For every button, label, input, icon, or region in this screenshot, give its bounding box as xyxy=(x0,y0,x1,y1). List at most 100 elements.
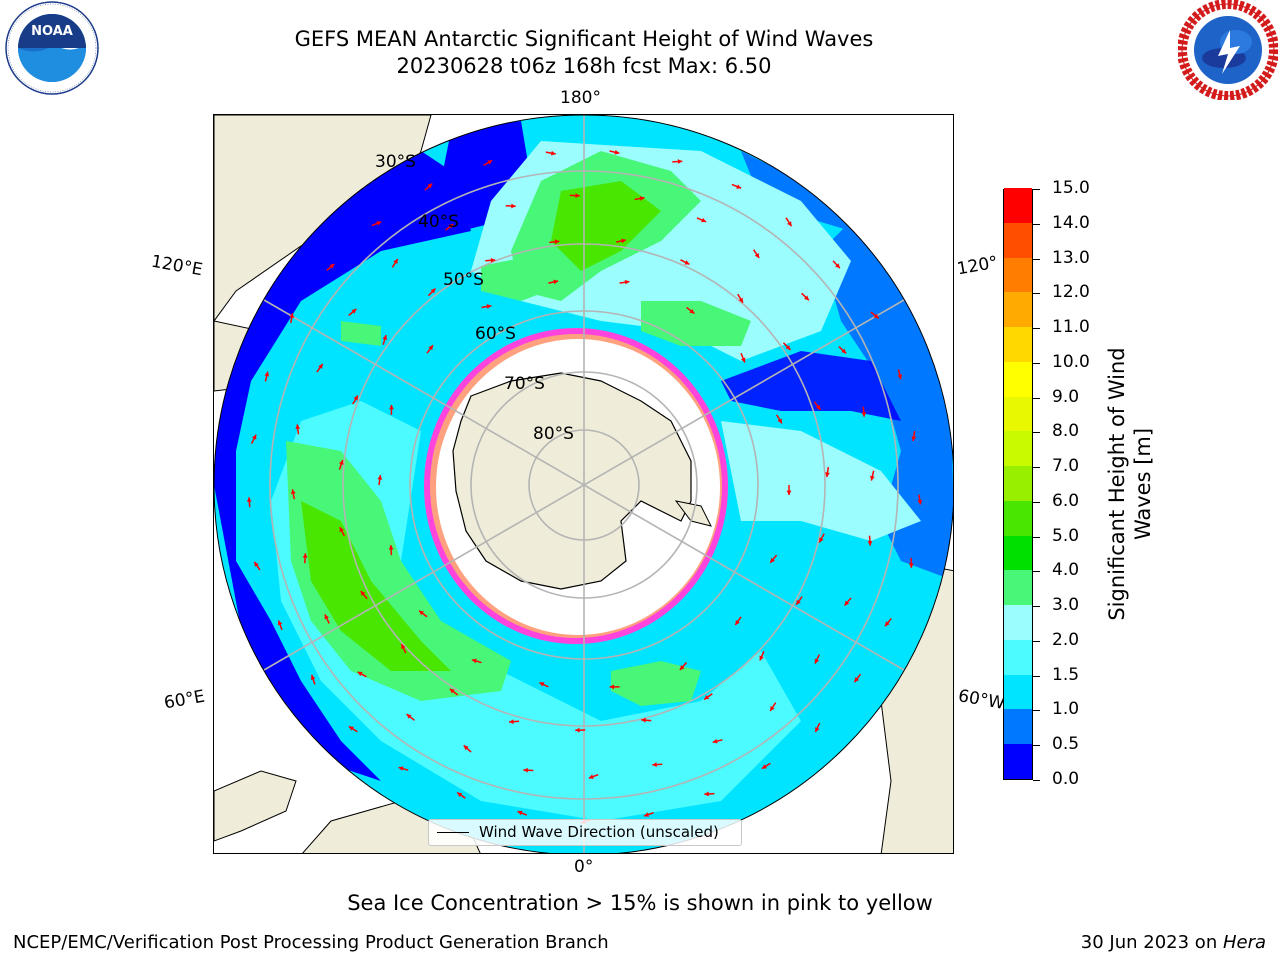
colorbar-tick-mark xyxy=(1033,293,1040,295)
colorbar-segment xyxy=(1004,431,1032,467)
lat-label-40s: 40°S xyxy=(418,212,459,232)
wave-direction-arrowhead xyxy=(844,600,850,606)
colorbar-tick-label: 12.0 xyxy=(1052,282,1090,303)
wave-direction-arrowhead xyxy=(486,304,492,309)
lat-label-30s: 30°S xyxy=(375,152,416,172)
wave-direction-arrowhead xyxy=(277,620,283,626)
colorbar-segment xyxy=(1004,674,1032,710)
wave-direction-arrowhead xyxy=(854,677,860,683)
wave-direction-arrowhead xyxy=(867,541,873,546)
wave-direction-arrowhead xyxy=(388,545,394,550)
wave-direction-arrowhead xyxy=(295,424,301,430)
wave-direction-arrowhead xyxy=(639,196,645,201)
colorbar-tick-mark xyxy=(1033,640,1040,642)
wave-direction-arrowhead xyxy=(815,404,821,410)
legend-line-swatch xyxy=(437,832,469,833)
colorbar-segment xyxy=(1004,639,1032,675)
wave-direction-arrowhead xyxy=(689,308,695,314)
colorbar-tick-mark xyxy=(1033,432,1040,434)
colorbar-tick-label: 1.0 xyxy=(1052,699,1080,720)
wave-direction-arrowhead xyxy=(376,221,382,226)
wave-direction-arrowhead xyxy=(357,671,363,677)
footer-host: Hera xyxy=(1222,932,1266,953)
wave-direction-arrowhead xyxy=(704,791,709,797)
colorbar-tick-label: 0.0 xyxy=(1052,769,1080,789)
wave-direction-arrowhead xyxy=(740,357,746,363)
chart-title: GEFS MEAN Antarctic Significant Height o… xyxy=(294,27,874,51)
wave-direction-arrowhead xyxy=(736,184,742,189)
colorbar-segment xyxy=(1004,709,1032,745)
colorbar-segment xyxy=(1004,257,1032,293)
map-canvas xyxy=(214,115,953,853)
wave-direction-arrowhead xyxy=(861,412,867,417)
wave-direction-arrowhead xyxy=(908,563,914,568)
wave-direction-arrowhead xyxy=(917,499,923,505)
antarctica-landmass xyxy=(452,372,692,590)
wave-direction-arrowhead xyxy=(398,766,404,771)
wave-direction-arrowhead xyxy=(644,812,650,817)
wave-direction-arrowhead xyxy=(351,309,357,314)
colorbar-tick-mark xyxy=(1033,745,1040,747)
longitude-grid xyxy=(263,115,905,853)
wave-direction-arrowhead xyxy=(785,345,791,350)
nws-logo xyxy=(1178,0,1278,100)
colorbar-tick-label: 15.0 xyxy=(1052,178,1090,198)
wave-direction-arrowhead xyxy=(815,727,820,733)
wave-direction-arrowhead xyxy=(835,263,840,269)
footer-date-text: 30 Jun 2023 on xyxy=(1080,932,1223,953)
colorbar-segment xyxy=(1004,744,1032,779)
lat-label-60s: 60°S xyxy=(475,324,516,344)
wave-direction-arrowhead xyxy=(701,217,707,223)
wave-direction-arrowhead xyxy=(761,764,767,769)
lon-label-120e: 120°E xyxy=(149,251,205,281)
colorbar-tick-mark xyxy=(1033,258,1040,260)
colorbar-segment xyxy=(1004,500,1032,536)
wave-direction-arrowhead xyxy=(448,223,454,229)
colorbar-tick-mark xyxy=(1033,501,1040,503)
wave-direction-arrowhead xyxy=(841,348,847,354)
colorbar-tick-mark xyxy=(1033,571,1040,573)
wave-direction-arrowhead xyxy=(621,238,626,244)
wave-direction-arrowhead xyxy=(511,203,516,209)
wave-direction-arrowhead xyxy=(588,774,594,779)
colorbar-tick-label: 9.0 xyxy=(1052,386,1080,407)
colorbar-tick-label: 5.0 xyxy=(1052,525,1080,546)
colorbar-segment xyxy=(1004,604,1032,640)
wave-direction-arrowhead xyxy=(712,738,718,744)
colorbar-tick-mark xyxy=(1033,606,1040,608)
wave-direction-arrowhead xyxy=(401,644,406,650)
wave-direction-arrowhead xyxy=(677,159,683,164)
colorbar-tick-mark xyxy=(1033,467,1040,469)
wave-direction-arrowhead xyxy=(614,149,620,155)
colorbar-tick-label: 6.0 xyxy=(1052,490,1080,511)
colorbar-segment xyxy=(1004,187,1032,223)
wave-direction-arrowhead xyxy=(324,614,329,620)
wave-direction-arrowhead xyxy=(652,762,657,768)
colorbar-tick-label: 14.0 xyxy=(1052,212,1090,233)
wave-direction-arrowhead xyxy=(786,490,792,495)
lat-label-80s: 80°S xyxy=(533,424,574,444)
wave-direction-arrowhead xyxy=(360,590,366,596)
colorbar-segment xyxy=(1004,465,1032,501)
wave-direction-arrowhead xyxy=(430,288,436,294)
colorbar-tick-mark xyxy=(1033,397,1040,399)
wave-direction-arrowhead xyxy=(246,497,252,502)
wave-direction-arrowhead xyxy=(471,658,477,664)
wave-direction-arrowhead xyxy=(885,621,890,627)
wave-direction-arrowhead xyxy=(759,655,764,661)
colorbar-tick-mark xyxy=(1033,189,1040,190)
wave-direction-arrowhead xyxy=(787,221,792,227)
wave-direction-arrowhead xyxy=(457,792,463,798)
colorbar-segment xyxy=(1004,292,1032,328)
wave-direction-arrowhead xyxy=(575,727,580,733)
wave-direction-arrowhead xyxy=(406,714,412,719)
footer-date: 30 Jun 2023 on Hera xyxy=(1081,932,1266,953)
wave-height-field xyxy=(214,115,953,853)
wave-direction-arrowhead xyxy=(550,150,556,156)
lat-label-50s: 50°S xyxy=(443,270,484,290)
wave-direction-arrowhead xyxy=(419,610,424,616)
wave-direction-arrowhead xyxy=(819,537,824,543)
lon-label-60e: 60°E xyxy=(162,686,207,714)
colorbar xyxy=(1003,187,1033,780)
wave-direction-arrowhead xyxy=(825,472,830,477)
